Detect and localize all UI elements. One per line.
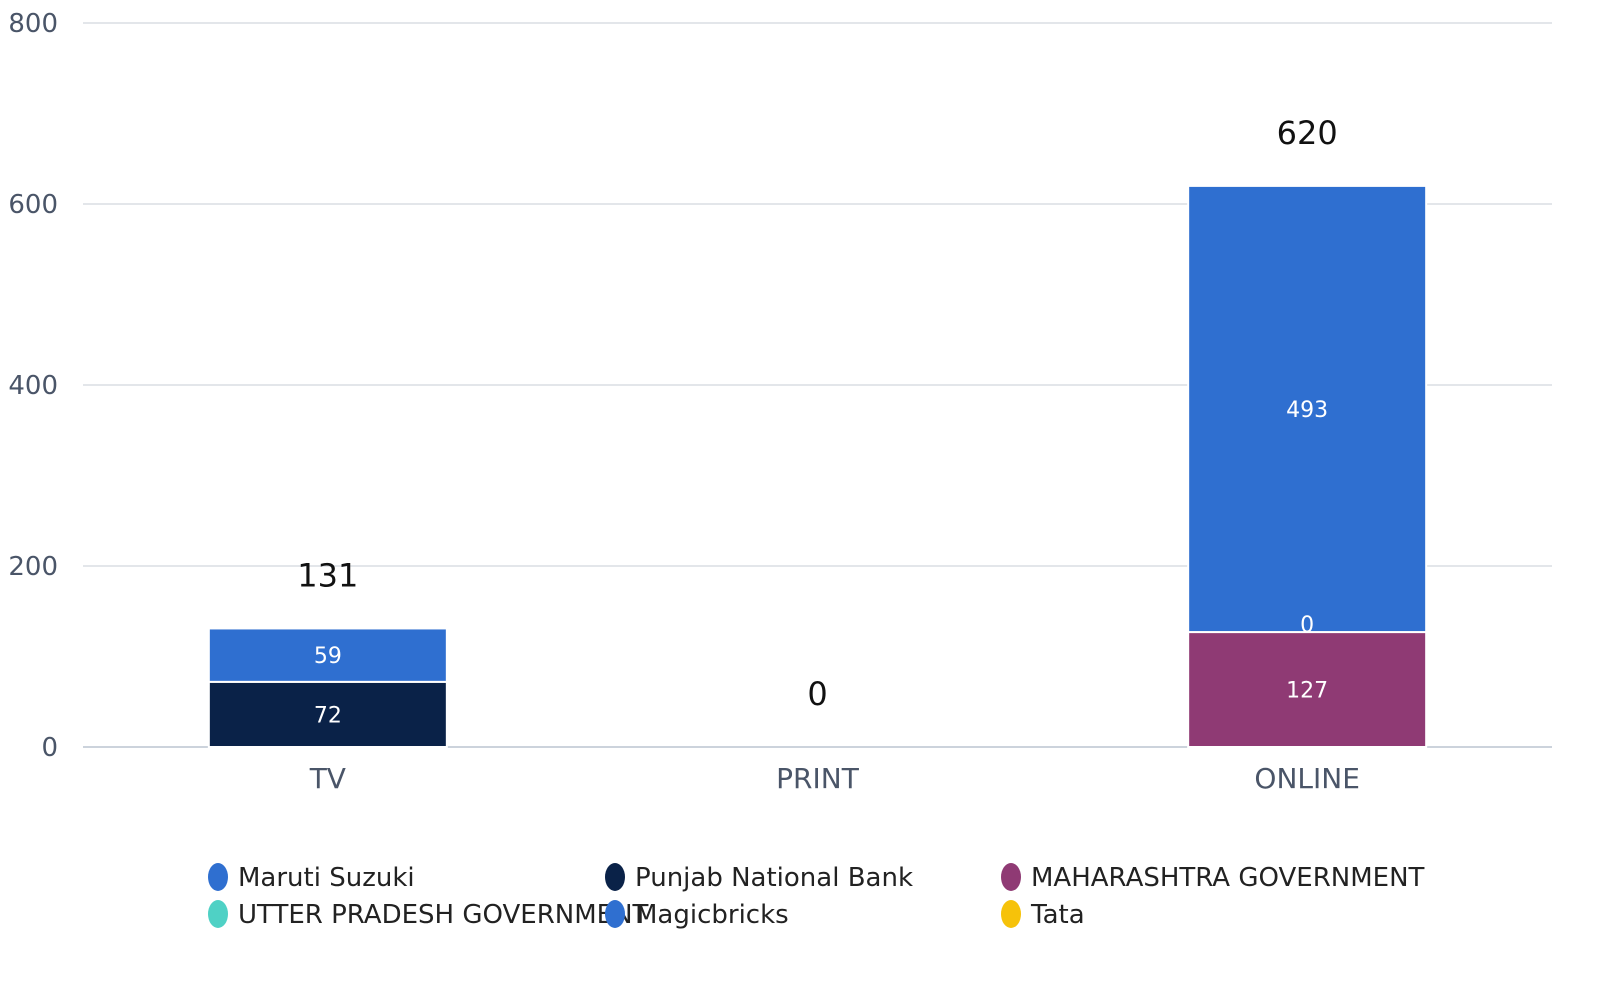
label-layer: TV PRINT ONLINE 131 0 620 72 59 127 0 493 — [297, 114, 1360, 795]
legend-label: Punjab National Bank — [635, 863, 913, 893]
legend-swatch — [605, 900, 625, 928]
legend-swatch — [1001, 863, 1021, 891]
y-tick-label: 800 — [8, 9, 58, 39]
legend-item[interactable]: UTTER PRADESH GOVERNMENT — [208, 900, 649, 930]
legend-label: Magicbricks — [635, 900, 789, 930]
legend-swatch — [208, 863, 228, 891]
bar-segment[interactable] — [1187, 631, 1428, 748]
x-tick-label: TV — [309, 762, 346, 795]
y-tick-label: 400 — [8, 371, 58, 401]
legend-label: UTTER PRADESH GOVERNMENT — [238, 900, 649, 930]
legend[interactable]: Maruti Suzuki Punjab National Bank MAHARAS… — [208, 863, 1425, 930]
grid-layer: 0 200 400 600 800 — [8, 9, 1552, 763]
legend-swatch — [1001, 900, 1021, 928]
bar-segment[interactable] — [207, 680, 448, 749]
bar-segment[interactable] — [207, 627, 448, 683]
legend-item[interactable]: MAHARASHTRA GOVERNMENT — [1001, 863, 1425, 893]
legend-item[interactable]: Punjab National Bank — [605, 863, 913, 893]
segment-value-label: 493 — [1286, 398, 1328, 423]
segment-value-label: 127 — [1286, 679, 1328, 704]
legend-label: Maruti Suzuki — [238, 863, 415, 893]
legend-item[interactable]: Tata — [1001, 900, 1085, 930]
segment-value-label: 72 — [314, 703, 342, 728]
x-tick-label: PRINT — [776, 762, 860, 795]
total-label: 131 — [297, 556, 358, 594]
legend-item[interactable]: Maruti Suzuki — [208, 863, 415, 893]
y-tick-label: 200 — [8, 552, 58, 582]
legend-item[interactable]: Magicbricks — [605, 900, 789, 930]
segment-value-label: 59 — [314, 644, 342, 669]
legend-swatch — [208, 900, 228, 928]
segment-value-label: 0 — [1300, 613, 1314, 638]
bar-layer — [207, 184, 1428, 749]
total-label: 0 — [807, 675, 827, 713]
legend-swatch — [605, 863, 625, 891]
legend-label: Tata — [1030, 900, 1085, 930]
total-label: 620 — [1277, 114, 1338, 152]
y-tick-label: 600 — [8, 190, 58, 220]
x-tick-label: ONLINE — [1254, 762, 1359, 795]
bar-segment[interactable] — [1187, 184, 1428, 634]
legend-label: MAHARASHTRA GOVERNMENT — [1031, 863, 1425, 893]
y-tick-label: 0 — [41, 733, 58, 763]
